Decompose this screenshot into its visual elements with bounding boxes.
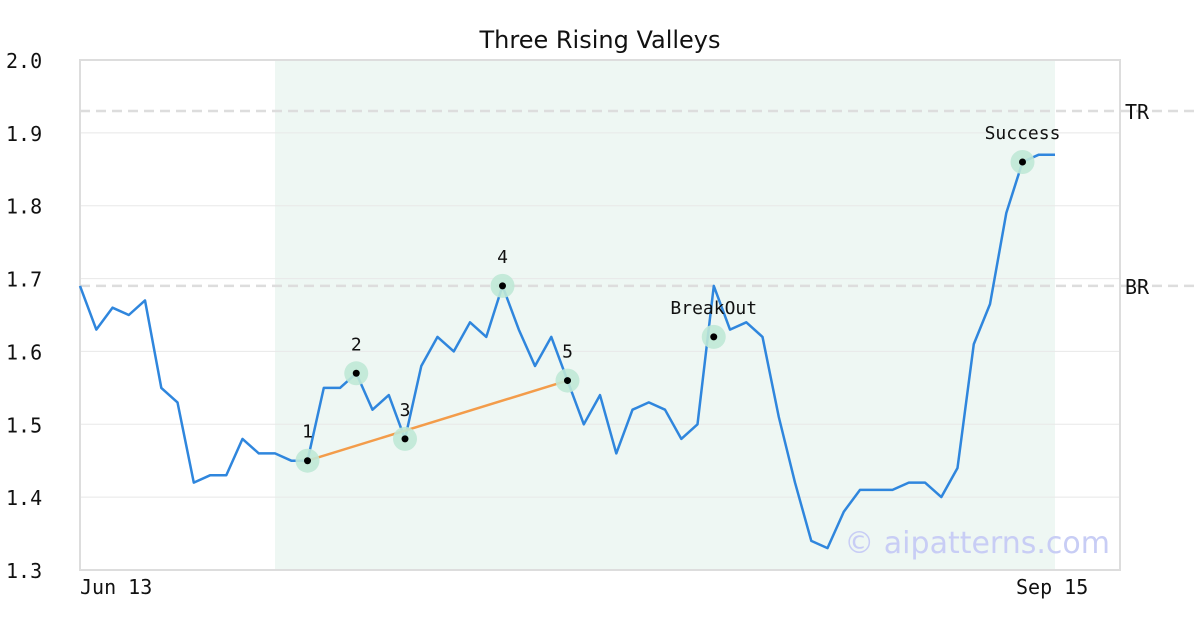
marker-label: 4 [497,247,508,268]
marker-point [710,333,718,341]
y-tick-label: 1.3 [6,559,42,583]
marker-point [1019,158,1026,166]
watermark: © aipatterns.com [844,526,1110,561]
marker-label: Success [985,123,1061,144]
gridlines-layer [80,132,1120,498]
y-tick-label: 2.0 [6,49,42,73]
y-tick-label: 1.8 [6,195,42,219]
marker-label: 3 [400,400,411,421]
y-tick-label: 1.5 [6,413,42,437]
trend-layer [307,379,568,462]
reference-line-label: TR [1125,100,1150,124]
y-axis: 1.3 1.4 1.5 1.6 1.7 1.8 1.9 2.0 [6,49,42,583]
marker-label: 2 [351,334,362,355]
marker-point [564,377,571,385]
markers-layer: 1 2 3 4 5 BreakOut Success [295,123,1061,473]
shaded-region [275,60,1055,570]
marker-point [499,282,506,290]
marker-label: 5 [562,342,573,363]
marker-label: BreakOut [670,298,757,319]
reference-line-label: BR [1125,275,1150,299]
marker-point [352,369,360,377]
marker-label: 1 [302,422,313,443]
x-tick-label: Jun 13 [80,575,152,599]
y-tick-label: 1.9 [6,122,42,146]
chart-title: Three Rising Valleys [478,26,720,54]
trend-line [307,379,568,462]
shaded-region-layer [275,60,1055,570]
y-tick-label: 1.7 [6,268,42,292]
x-tick-label: Sep 15 [1016,575,1088,599]
y-tick-label: 1.4 [6,486,42,510]
x-axis: Jun 13 Sep 15 [80,575,1088,599]
marker-point [401,435,409,443]
marker-point [304,457,311,465]
y-tick-label: 1.6 [6,340,42,364]
plot-frame [79,59,1121,571]
reference-lines-layer: TR BR [80,100,1195,299]
